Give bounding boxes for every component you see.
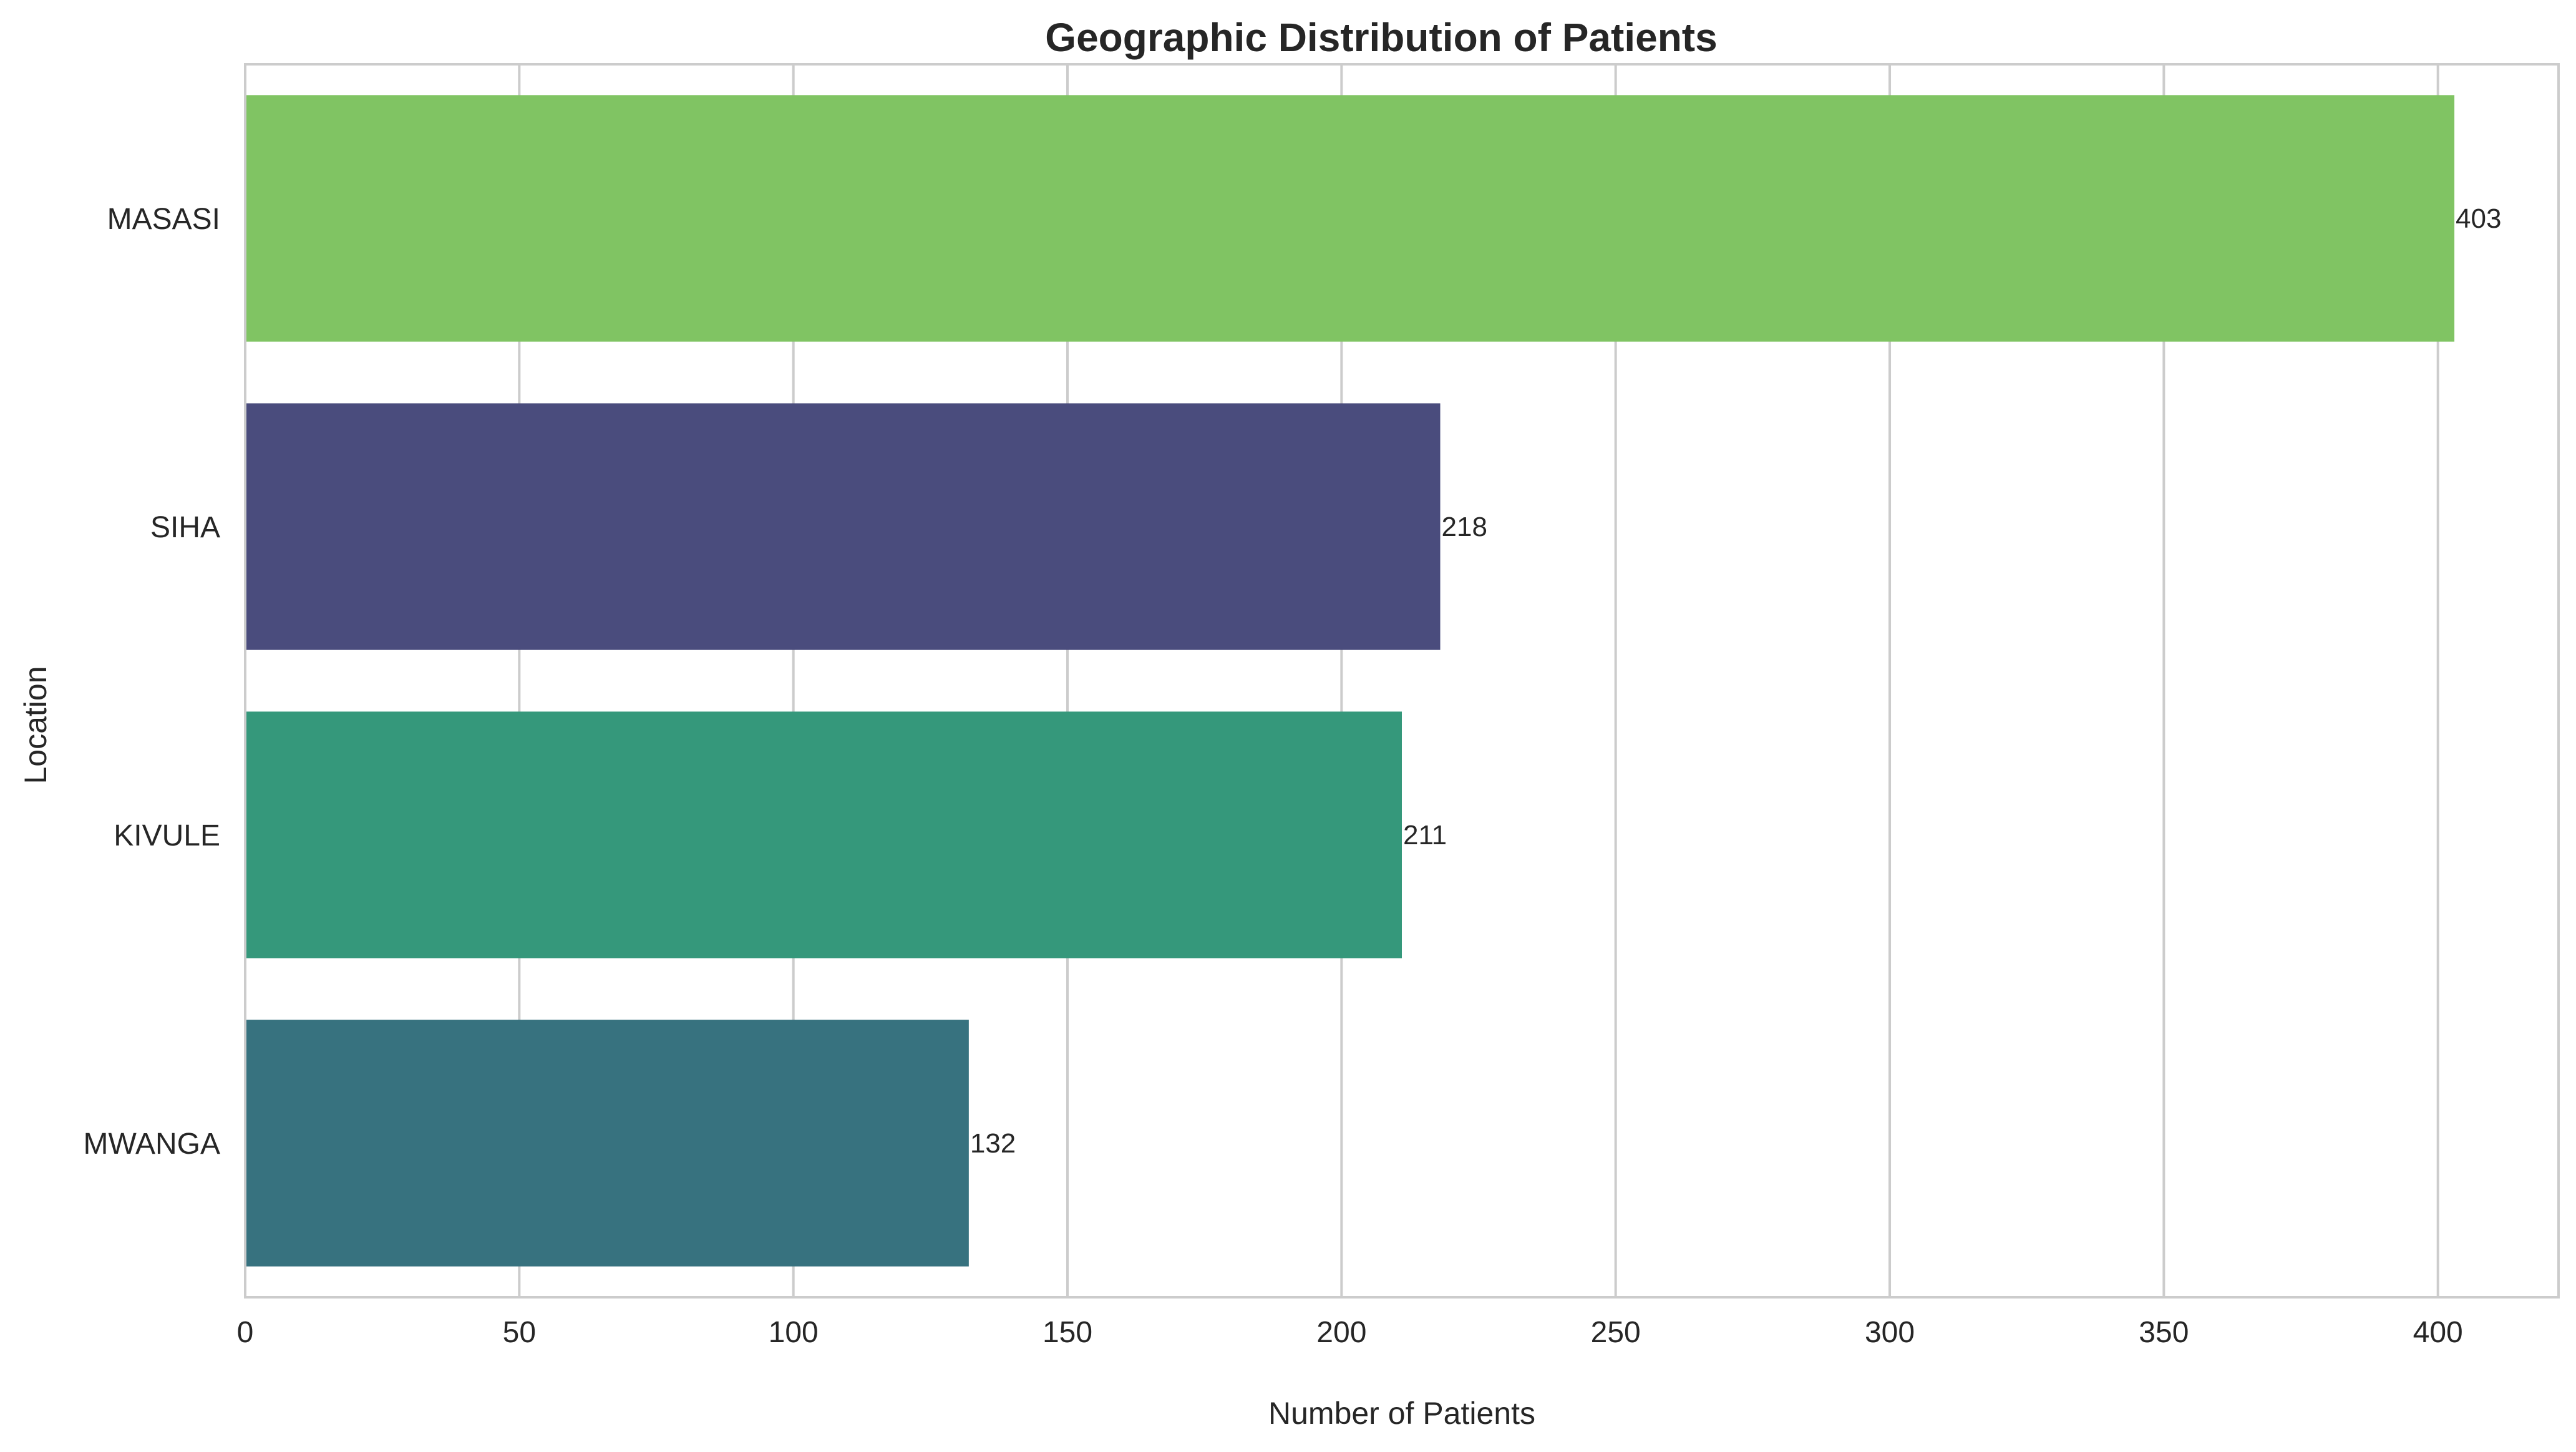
y-tick-label: MWANGA xyxy=(83,1128,220,1161)
bar-mwanga xyxy=(245,1020,969,1267)
x-tick-label: 250 xyxy=(1591,1316,1641,1349)
x-tick-labels: 0 50 100 150 200 250 300 350 400 xyxy=(237,1316,2463,1349)
x-tick-label: 200 xyxy=(1316,1316,1366,1349)
data-labels: 403 218 211 132 xyxy=(970,203,2502,1159)
data-label: 218 xyxy=(1442,512,1487,542)
x-tick-label: 400 xyxy=(2413,1316,2463,1349)
y-axis-label: Location xyxy=(18,666,53,784)
y-tick-label: KIVULE xyxy=(114,819,220,852)
x-tick-label: 100 xyxy=(769,1316,819,1349)
x-tick-label: 300 xyxy=(1865,1316,1915,1349)
bar-kivule xyxy=(245,711,1402,958)
y-tick-label: MASASI xyxy=(107,203,220,236)
x-tick-label: 150 xyxy=(1043,1316,1092,1349)
chart-title: Geographic Distribution of Patients xyxy=(1045,15,1717,60)
x-tick-label: 0 xyxy=(237,1316,254,1349)
data-label: 211 xyxy=(1403,820,1447,850)
x-axis-label: Number of Patients xyxy=(1268,1396,1535,1431)
data-label: 132 xyxy=(970,1128,1016,1159)
x-tick-label: 50 xyxy=(503,1316,536,1349)
y-tick-labels: MASASI SIHA KIVULE MWANGA xyxy=(83,203,220,1161)
bar-masasi xyxy=(245,95,2455,342)
y-tick-label: SIHA xyxy=(150,511,220,544)
x-tick-label: 350 xyxy=(2139,1316,2189,1349)
bars xyxy=(245,95,2455,1267)
data-label: 403 xyxy=(2456,203,2501,234)
bar-siha xyxy=(245,403,1441,650)
plot-frame xyxy=(244,63,2560,1299)
